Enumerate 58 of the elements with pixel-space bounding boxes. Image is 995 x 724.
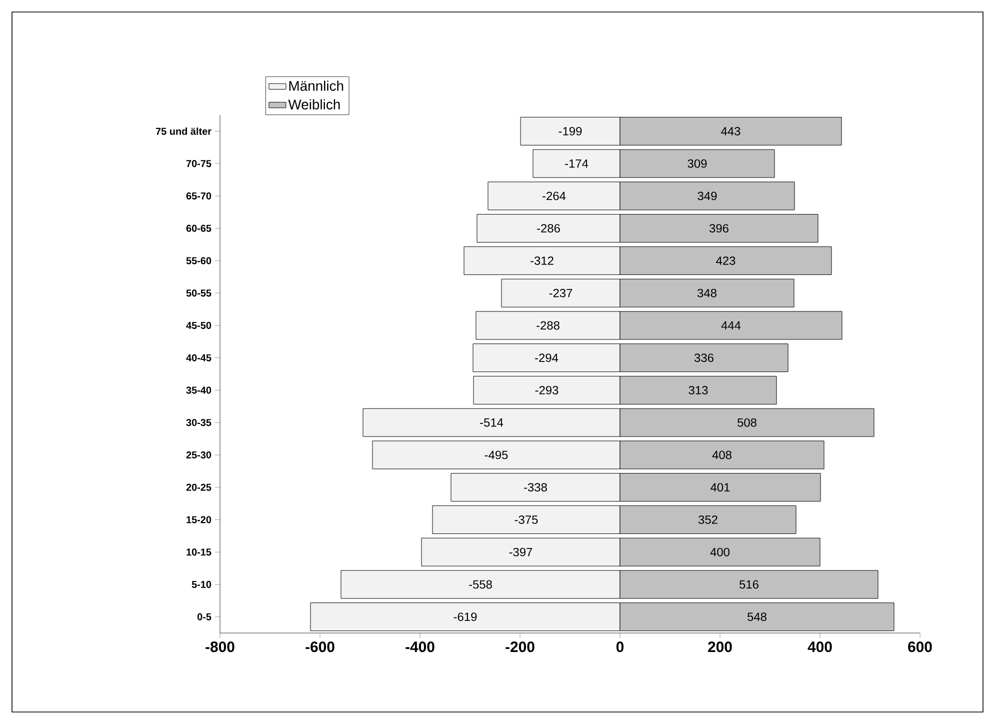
x-tick-label: -400: [406, 642, 434, 652]
data-label: 396: [709, 224, 728, 233]
data-label: 408: [712, 450, 732, 460]
x-tick-label: 200: [708, 642, 732, 652]
y-tick-label: 65-70: [186, 192, 212, 200]
y-tick-label: 60-65: [186, 224, 212, 232]
y-tick-label: 75 und älter: [156, 128, 212, 135]
data-label: 444: [721, 321, 741, 330]
y-tick-label: 20-25: [186, 484, 212, 491]
y-tick-label: 15-20: [186, 516, 212, 524]
data-label: 309: [688, 159, 707, 168]
y-tick-label: 0-5: [197, 613, 212, 620]
y-tick-label: 35-40: [186, 386, 212, 394]
data-label: 401: [710, 483, 730, 492]
x-tick-label: 600: [908, 642, 932, 652]
x-tick-label: 400: [808, 642, 832, 652]
y-tick-label: 50-55: [186, 290, 212, 297]
y-tick-label: 40-45: [186, 354, 212, 362]
data-label: 548: [748, 612, 766, 622]
legend-label: Männlich: [289, 80, 344, 91]
data-label: -237: [549, 288, 572, 298]
y-tick-label: 30-35: [186, 419, 212, 426]
data-label: 352: [698, 515, 718, 524]
data-label: 516: [740, 580, 758, 589]
data-label: 348: [697, 288, 716, 298]
data-label: -375: [514, 515, 538, 524]
y-tick-label: 10-15: [186, 548, 212, 556]
data-label: -174: [565, 159, 588, 168]
x-tick-label: -200: [506, 642, 534, 652]
data-label: -286: [537, 224, 560, 233]
data-label: 313: [688, 386, 708, 394]
x-tick-label: 0: [616, 642, 624, 652]
data-label: 400: [710, 548, 730, 556]
y-tick-label: 45-50: [186, 322, 212, 329]
data-label: -514: [480, 418, 504, 427]
data-label: -288: [536, 321, 560, 330]
data-label: -264: [542, 192, 566, 200]
data-label: -294: [535, 354, 558, 362]
data-label: 508: [738, 418, 756, 427]
data-label: -293: [535, 386, 558, 394]
data-label: -397: [509, 548, 532, 556]
data-label: -312: [530, 256, 554, 265]
data-label: 443: [721, 126, 740, 136]
data-label: 349: [698, 192, 717, 200]
data-label: -558: [469, 580, 492, 589]
data-label: -619: [454, 612, 477, 622]
data-label: 336: [694, 354, 714, 362]
x-tick-label: -800: [206, 642, 234, 652]
y-tick-label: 55-60: [186, 257, 212, 264]
data-label: 423: [716, 256, 736, 265]
data-label: -338: [524, 483, 547, 492]
y-tick-label: 70-75: [186, 160, 212, 168]
data-label: -495: [484, 450, 508, 460]
data-label: -199: [558, 126, 582, 136]
y-tick-label: 25-30: [186, 451, 212, 458]
legend-label: Weiblich: [288, 99, 340, 110]
x-tick-label: -600: [306, 642, 334, 652]
y-tick-label: 5-10: [192, 580, 212, 588]
